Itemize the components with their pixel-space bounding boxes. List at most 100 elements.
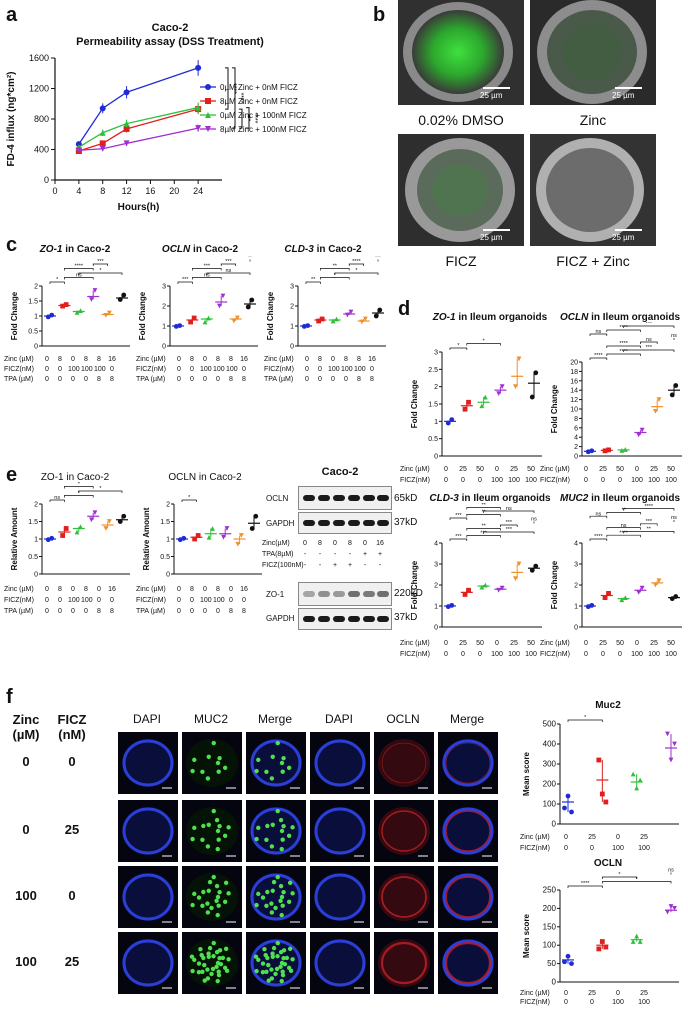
muc2-signal <box>206 754 211 759</box>
condition-value: 0 <box>601 477 605 484</box>
muc2-signal <box>278 817 284 823</box>
data-point <box>656 397 662 402</box>
data-point <box>637 777 643 783</box>
muc2-signal <box>265 823 270 829</box>
sig-bracket <box>589 357 608 360</box>
sig-bracket <box>500 524 518 527</box>
ihc-image <box>246 800 306 862</box>
ihc-image <box>246 732 306 794</box>
muc2-signal <box>269 976 275 981</box>
y-axis-label: Fold Change <box>550 560 559 609</box>
ihc-image <box>310 866 370 928</box>
condition-value: - <box>333 551 337 558</box>
sig-bracket <box>449 538 468 541</box>
sig-label: *** <box>182 277 189 283</box>
tissue <box>442 807 494 855</box>
sig-bracket <box>192 268 222 271</box>
condition-value: 0 <box>45 597 49 604</box>
muc2-signal <box>222 765 228 770</box>
sig-label: ** <box>311 277 316 283</box>
y-tick-label: 16 <box>570 378 578 385</box>
sig-bracket <box>606 527 641 530</box>
sig-bracket <box>483 510 535 513</box>
data-point <box>449 602 455 608</box>
data-point <box>373 313 379 319</box>
sig-label: **** <box>619 530 628 536</box>
tissue <box>378 739 430 787</box>
sig-bracket <box>601 881 672 884</box>
muc2-signal <box>284 955 290 961</box>
data-point <box>513 384 518 390</box>
condition-value: 8 <box>229 356 233 363</box>
data-point <box>316 318 322 324</box>
y-tick-label: 2 <box>574 444 578 451</box>
condition-value: 0 <box>190 608 194 615</box>
sig-bracket <box>601 876 638 879</box>
series-line <box>78 67 199 145</box>
muc2-signal <box>200 769 205 774</box>
condition-value: 0 <box>478 651 482 658</box>
y-tick-label: 500 <box>543 720 557 729</box>
stain-header-merge: Merge <box>257 712 292 726</box>
muc2-signal <box>269 776 275 781</box>
y-tick-label: 0 <box>552 820 557 829</box>
muc2-signal <box>215 828 221 834</box>
y-tick-label: 0 <box>162 344 166 351</box>
series-line <box>78 106 199 148</box>
muc2-signal <box>269 967 274 972</box>
data-point <box>330 318 336 324</box>
condition-row-label: Zinc (µM) <box>400 640 430 647</box>
blot-ocln <box>298 486 392 510</box>
data-point <box>462 406 468 412</box>
legend-entry: 0µM Zinc + 100nM FICZ <box>220 111 307 120</box>
condition-value: 0 <box>190 366 194 373</box>
muc2-signal <box>279 978 284 984</box>
data-point <box>221 534 226 540</box>
tissue <box>250 939 302 987</box>
muc2-signal <box>260 895 266 900</box>
sig-label: *** <box>455 534 462 540</box>
condition-value: 0 <box>333 540 337 547</box>
row-label-ficz: 25 <box>64 954 80 969</box>
sig-bracket <box>589 515 608 519</box>
data-point <box>63 526 69 531</box>
condition-value: 100 <box>328 366 340 373</box>
condition-row-label: Zinc (µM) <box>136 586 166 593</box>
ihc-image <box>438 800 498 862</box>
condition-row-label: TPA (µM) <box>264 376 294 383</box>
muc2-signal <box>279 828 285 834</box>
condition-value: 0 <box>584 651 588 658</box>
condition-value: + <box>332 562 338 569</box>
micrograph-ficz: 25 µm <box>398 134 524 246</box>
sig-bracket <box>449 517 468 520</box>
muc2-signal <box>273 971 278 977</box>
y-tick-label: 2 <box>34 502 38 509</box>
muc2-signal <box>216 972 222 978</box>
data-point <box>99 140 106 147</box>
muc2-signal <box>274 966 280 972</box>
muc2-signal <box>217 955 222 961</box>
condition-value: 8 <box>97 376 101 383</box>
chart-e2-title: OCLN in Caco-2 <box>168 472 242 483</box>
nuclei-ring <box>250 739 302 787</box>
y-axis-label: Fold Change <box>550 384 559 433</box>
muc2-signal <box>275 808 280 814</box>
zo1-relative-scatter: 0 0.5 1 1.5 2 Relative Amount ns * * * <box>10 482 130 579</box>
data-point <box>92 510 98 516</box>
muc2-signal <box>281 955 286 961</box>
condition-value: 100 <box>525 477 537 484</box>
muc2-mean-score-scatter: 0 100 200 300 400 500 Mean score * <box>522 715 679 829</box>
data-point <box>596 757 602 763</box>
ihc-image <box>182 732 242 794</box>
y-tick-label: 2 <box>290 304 294 311</box>
condition-value: 0 <box>71 376 75 383</box>
sig-bracket <box>623 349 675 352</box>
condition-value: 0 <box>564 834 568 841</box>
muc2-signal <box>205 967 210 972</box>
sig-bracket <box>64 277 94 280</box>
sig-label: *** <box>646 322 653 327</box>
condition-value: + <box>362 551 368 558</box>
condition-value: 0 <box>461 477 465 484</box>
row-label-ficz: 25 <box>64 822 80 837</box>
